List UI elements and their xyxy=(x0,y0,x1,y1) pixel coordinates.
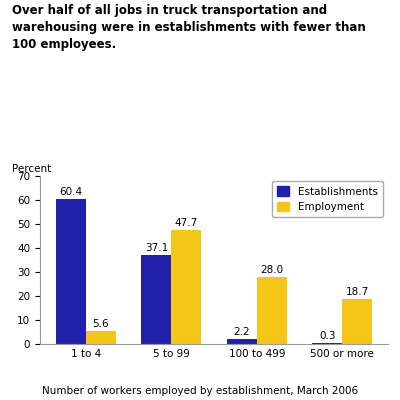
Text: Percent: Percent xyxy=(12,164,51,174)
Legend: Establishments, Employment: Establishments, Employment xyxy=(272,181,383,217)
Bar xyxy=(257,277,287,344)
Text: 0.3: 0.3 xyxy=(319,331,336,341)
Text: 18.7: 18.7 xyxy=(346,287,369,297)
Text: Number of workers employed by establishment, March 2006: Number of workers employed by establishm… xyxy=(42,386,358,396)
Text: 28.0: 28.0 xyxy=(260,265,283,275)
Bar xyxy=(342,299,372,344)
Bar xyxy=(227,339,257,344)
Text: 5.6: 5.6 xyxy=(92,319,109,329)
Text: 60.4: 60.4 xyxy=(59,187,82,197)
Bar xyxy=(141,255,171,344)
Bar xyxy=(312,343,342,344)
Text: 37.1: 37.1 xyxy=(145,243,168,253)
Text: 2.2: 2.2 xyxy=(234,327,250,337)
Bar xyxy=(171,230,201,344)
Text: Over half of all jobs in truck transportation and
warehousing were in establishm: Over half of all jobs in truck transport… xyxy=(12,4,366,51)
Bar xyxy=(86,330,116,344)
Bar xyxy=(56,199,86,344)
Text: 47.7: 47.7 xyxy=(174,218,198,228)
